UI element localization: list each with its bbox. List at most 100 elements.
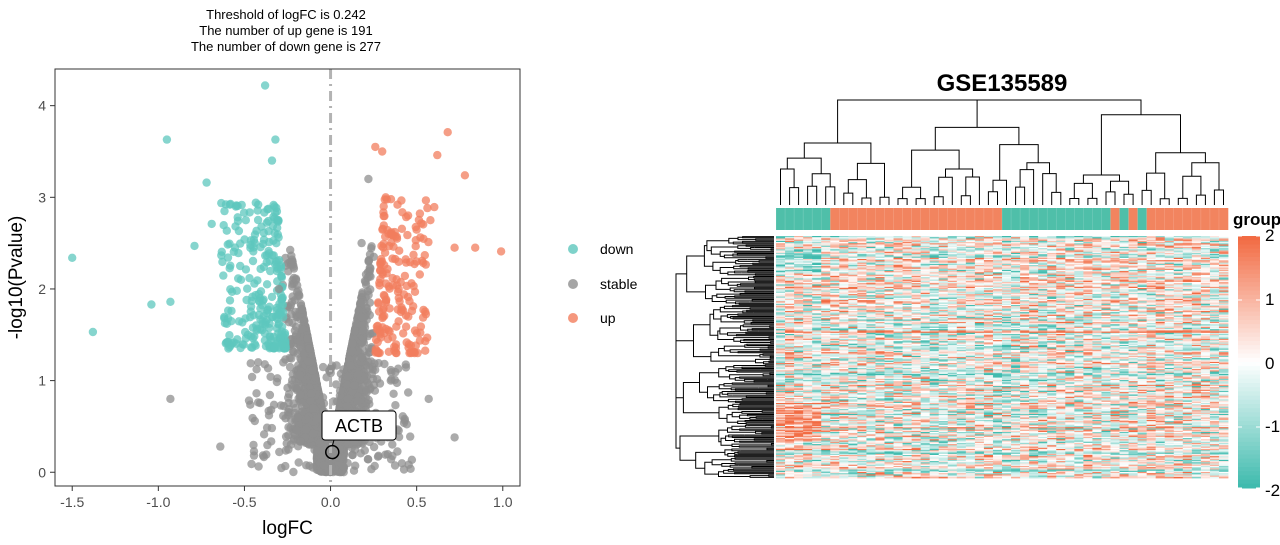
group-annotation-cell — [1092, 208, 1102, 230]
column-dendrogram-branch — [807, 185, 818, 205]
row-dendrogram-branch — [710, 246, 738, 255]
row-dendrogram-branch — [731, 435, 774, 438]
stable-point — [272, 377, 282, 387]
row-dendrogram-branch — [738, 302, 774, 305]
stable-point — [259, 430, 269, 439]
group-annotation-cell — [1020, 208, 1030, 230]
group-annotation-cell — [1101, 208, 1111, 230]
stable-point — [287, 255, 297, 264]
row-dendrogram-branch — [710, 351, 756, 362]
up-point — [419, 305, 428, 315]
down-point — [68, 253, 77, 262]
stable-point — [406, 464, 415, 473]
stable-point — [365, 263, 374, 272]
column-dendrogram-branch — [1051, 191, 1062, 205]
stable-point — [364, 290, 373, 300]
down-point — [254, 289, 264, 299]
column-dendrogram-branch — [1069, 198, 1080, 205]
down-point — [236, 343, 245, 353]
row-dendrogram-branch — [718, 368, 730, 378]
stable-point — [308, 429, 318, 438]
row-dendrogram-branch — [759, 348, 774, 351]
row-dendrogram-branch — [739, 265, 774, 268]
stable-point — [264, 411, 274, 420]
stable-point — [353, 371, 362, 380]
up-point — [378, 313, 387, 323]
row-dendrogram-branch — [765, 392, 774, 395]
row-dendrogram-branch — [766, 447, 774, 451]
up-point — [401, 255, 410, 264]
row-dendrogram-branch — [706, 240, 729, 252]
up-point — [379, 211, 388, 221]
group-annotation-cell — [1110, 208, 1120, 230]
stable-point — [386, 365, 395, 375]
stable-point — [407, 455, 417, 464]
up-point — [397, 196, 406, 205]
row-dendrogram-branch — [768, 360, 774, 363]
row-dendrogram-branch — [767, 384, 774, 388]
group-annotation-cell — [1038, 208, 1048, 230]
row-dendrogram-branch — [745, 244, 774, 247]
up-point — [420, 251, 429, 260]
stable-point — [308, 366, 317, 375]
legend-label-down: down — [600, 241, 633, 257]
stable-point — [254, 398, 263, 407]
stable-point — [353, 397, 363, 406]
stable-point — [348, 346, 357, 356]
x-tick-label: -0.5 — [232, 494, 256, 510]
down-point — [249, 311, 258, 320]
stable-point — [289, 262, 298, 271]
down-point — [277, 271, 286, 281]
column-dendrogram-branch — [1195, 194, 1206, 205]
up-point — [430, 202, 439, 212]
down-point — [270, 343, 280, 353]
group-annotation-cell — [803, 208, 813, 230]
row-dendrogram-branch — [758, 260, 774, 263]
up-point — [383, 334, 393, 344]
row-dendrogram-branch — [727, 453, 735, 457]
stable-point — [276, 401, 286, 410]
x-axis-label: logFC — [262, 518, 313, 539]
stable-point — [348, 339, 357, 348]
volcano-points — [68, 81, 506, 477]
stable-point — [249, 440, 258, 450]
group-annotation-cell — [1191, 208, 1202, 230]
group-annotation-cell — [992, 208, 1003, 230]
y-tick-label: 4 — [38, 98, 46, 114]
row-dendrogram-branch — [762, 353, 774, 356]
row-dendrogram-branch — [764, 364, 774, 367]
row-dendrogram-branch — [686, 255, 706, 293]
row-dendrogram-branch — [770, 248, 774, 251]
subtitle-line-1: Threshold of logFC is 0.242 — [206, 7, 366, 22]
row-dendrogram-branch — [737, 407, 774, 411]
stable-point — [383, 450, 392, 459]
row-dendrogram-branch — [765, 256, 774, 259]
y-axis-label: -log10(Pvalue) — [6, 216, 27, 340]
stable-point — [450, 433, 459, 442]
down-point — [262, 258, 271, 267]
group-annotation-cell — [1011, 208, 1021, 230]
row-dendrogram-branch — [739, 428, 774, 431]
x-tick-label: -1.0 — [146, 494, 170, 510]
down-point — [225, 296, 235, 305]
group-annotation-cell — [1173, 208, 1184, 230]
up-point — [381, 193, 390, 202]
stable-point — [350, 445, 360, 454]
up-point — [419, 234, 428, 243]
column-dendrogram-branch — [1082, 174, 1120, 184]
up-point — [421, 196, 431, 205]
row-dendrogram-branch — [746, 309, 774, 313]
stable-point — [311, 373, 320, 382]
stable-point — [357, 238, 366, 248]
row-dendrogram-branch — [711, 295, 727, 302]
up-point — [378, 305, 388, 315]
down-point — [274, 319, 284, 328]
up-point — [421, 346, 430, 355]
column-dendrogram-branch — [1123, 193, 1134, 205]
group-annotation-cell — [776, 208, 786, 230]
stable-point — [370, 359, 379, 368]
stable-point — [294, 458, 303, 467]
column-dendrogram-branch — [837, 99, 978, 143]
group-annotation-cell — [929, 208, 940, 230]
down-point — [240, 235, 249, 244]
